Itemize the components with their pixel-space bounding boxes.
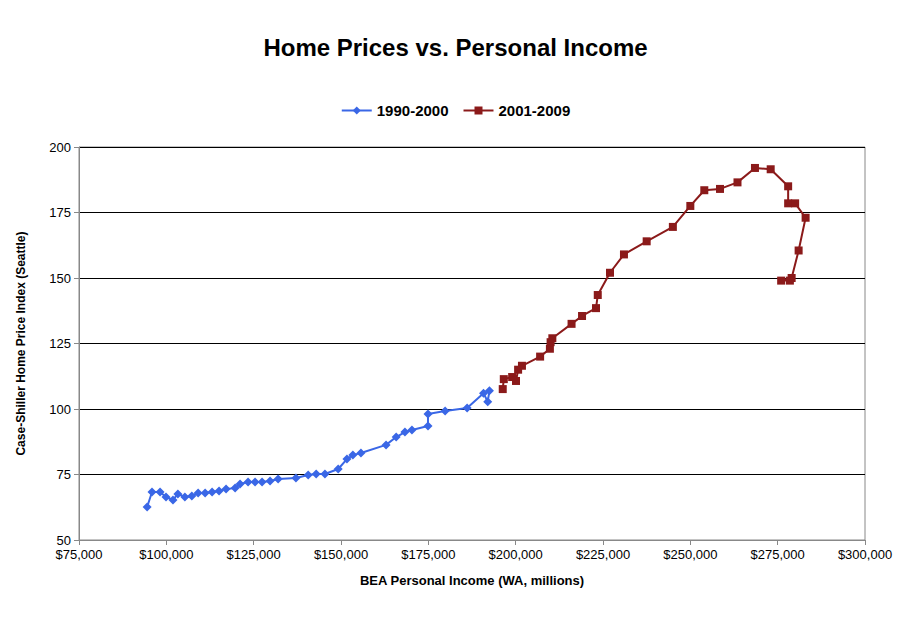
svg-text:Case-Shiller Home Price Index: Case-Shiller Home Price Index (Seattle) [14, 231, 28, 455]
svg-text:$125,000: $125,000 [227, 547, 281, 562]
svg-text:$200,000: $200,000 [489, 547, 543, 562]
svg-text:150: 150 [49, 271, 71, 286]
svg-text:75: 75 [57, 467, 71, 482]
svg-text:$275,000: $275,000 [751, 547, 805, 562]
svg-text:$250,000: $250,000 [663, 547, 717, 562]
svg-text:$225,000: $225,000 [576, 547, 630, 562]
svg-text:$175,000: $175,000 [401, 547, 455, 562]
svg-text:$100,000: $100,000 [139, 547, 193, 562]
svg-text:$75,000: $75,000 [56, 547, 103, 562]
svg-text:$150,000: $150,000 [314, 547, 368, 562]
svg-text:125: 125 [49, 336, 71, 351]
svg-text:1990-2000: 1990-2000 [377, 102, 449, 119]
svg-text:$300,000: $300,000 [838, 547, 892, 562]
svg-text:Home Prices vs. Personal Incom: Home Prices vs. Personal Income [263, 34, 647, 61]
svg-text:200: 200 [49, 140, 71, 155]
svg-text:50: 50 [57, 533, 71, 548]
svg-text:2001-2009: 2001-2009 [499, 102, 571, 119]
svg-text:100: 100 [49, 402, 71, 417]
svg-text:BEA Personal Income (WA, milli: BEA Personal Income (WA, millions) [360, 573, 584, 588]
svg-text:175: 175 [49, 205, 71, 220]
